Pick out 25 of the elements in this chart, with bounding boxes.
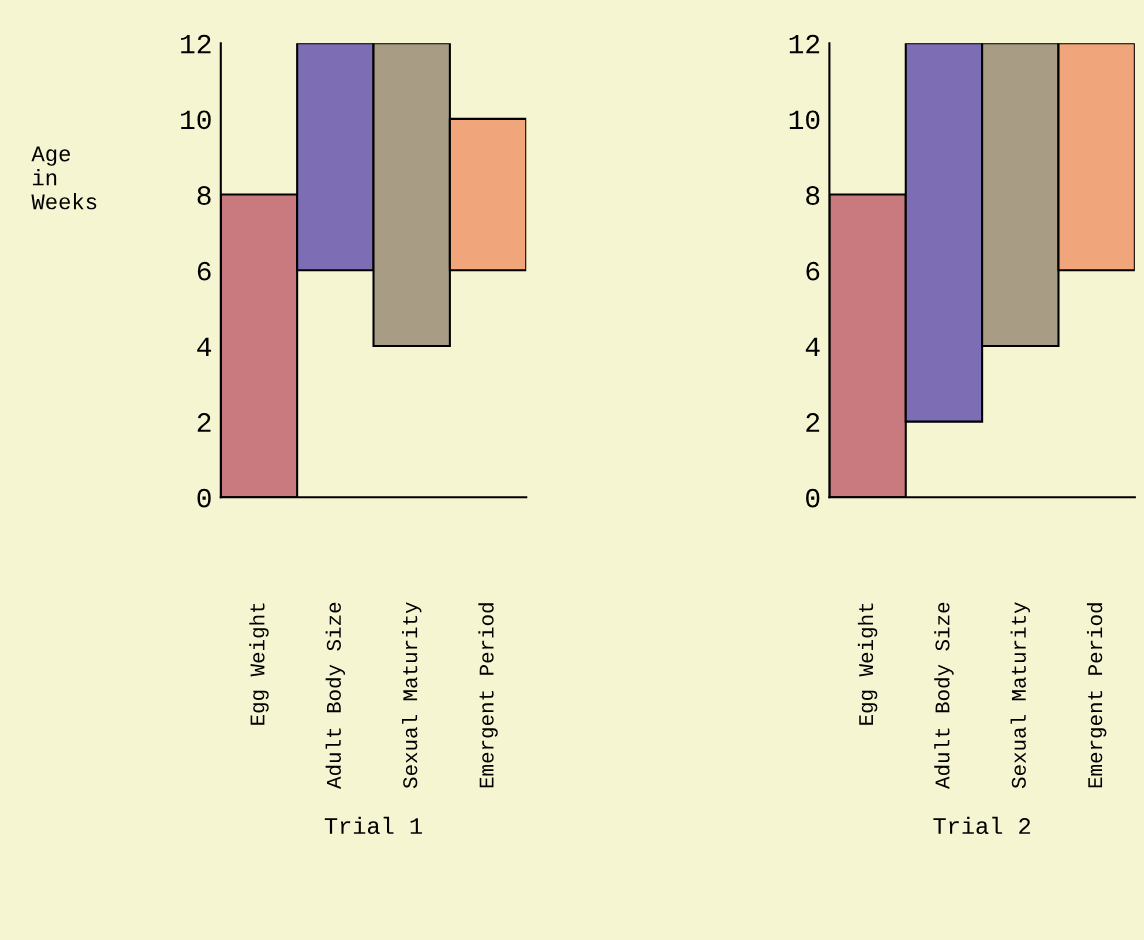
x-tick-label: Sexual Maturity — [401, 602, 422, 789]
y-tick-label: 10 — [789, 110, 820, 130]
y-tick-label: 2 — [197, 413, 211, 432]
y-tick-label: 8 — [806, 186, 820, 205]
y-tick-label: 8 — [197, 186, 211, 205]
x-axis-title: Trial 2 — [933, 816, 1031, 835]
y-tick-label: 6 — [197, 261, 211, 281]
x-tick-label: Sexual Maturity — [1010, 602, 1031, 789]
y-tick-label: 12 — [789, 34, 820, 54]
y-tick-label: 0 — [197, 488, 211, 508]
x-tick-label: Emergent Period — [1086, 603, 1107, 788]
x-tick-label: Adult Body Size — [325, 602, 346, 789]
y-tick-label: 6 — [806, 261, 820, 281]
y-tick-label: 12 — [181, 34, 211, 54]
x-tick-label: Adult Body Size — [934, 602, 954, 789]
y-axis-title: Age in Weeks — [31, 146, 97, 210]
y-tick-label: 4 — [805, 337, 820, 356]
y-tick-label: 4 — [197, 337, 212, 356]
y-tick-label: 10 — [181, 110, 211, 130]
x-tick-label: Egg Weight — [249, 603, 269, 725]
y-tick-label: 0 — [806, 488, 820, 508]
x-tick-label: Egg Weight — [857, 603, 878, 725]
x-axis-title: Trial 1 — [324, 816, 422, 835]
x-tick-label: Emergent Period — [478, 603, 498, 788]
y-tick-label: 2 — [806, 413, 820, 432]
